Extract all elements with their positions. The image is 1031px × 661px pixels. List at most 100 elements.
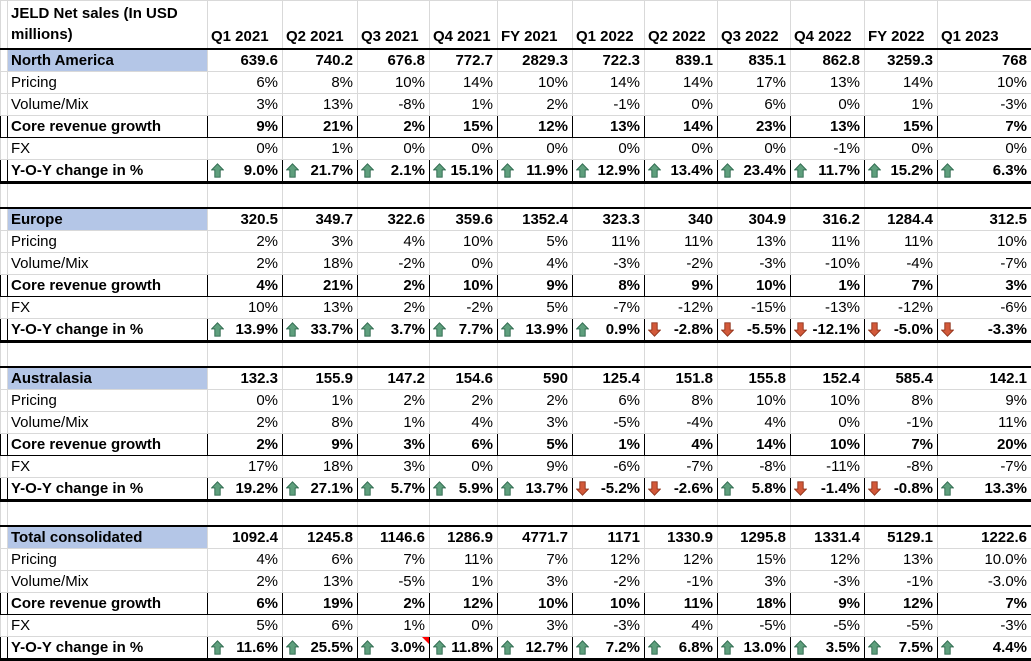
- yoy-value-cell[interactable]: 2.1%: [358, 160, 430, 183]
- yoy-value-cell[interactable]: 13.3%: [938, 478, 1031, 501]
- yoy-value-cell[interactable]: 11.8%: [430, 637, 498, 660]
- value-cell[interactable]: 2%: [208, 412, 283, 434]
- value-cell[interactable]: 7%: [865, 434, 938, 456]
- empty-cell[interactable]: [573, 342, 645, 368]
- value-cell[interactable]: 349.7: [283, 208, 358, 231]
- value-cell[interactable]: 1295.8: [718, 526, 791, 549]
- yoy-value-cell[interactable]: 13.4%: [645, 160, 718, 183]
- column-header-cell[interactable]: Q2 2022: [645, 1, 718, 50]
- value-cell[interactable]: 0%: [430, 456, 498, 478]
- yoy-value-cell[interactable]: 13.9%: [498, 319, 573, 342]
- core-growth-row-label[interactable]: Core revenue growth: [8, 593, 208, 615]
- value-cell[interactable]: -3%: [718, 253, 791, 275]
- value-cell[interactable]: -3%: [573, 253, 645, 275]
- pricing-row-label[interactable]: Pricing: [8, 549, 208, 571]
- yoy-value-cell[interactable]: 13.0%: [718, 637, 791, 660]
- empty-cell[interactable]: [865, 342, 938, 368]
- value-cell[interactable]: 9%: [938, 390, 1031, 412]
- yoy-value-cell[interactable]: 33.7%: [283, 319, 358, 342]
- yoy-value-cell[interactable]: 6.8%: [645, 637, 718, 660]
- value-cell[interactable]: 12%: [498, 116, 573, 138]
- value-cell[interactable]: 11%: [645, 231, 718, 253]
- yoy-value-cell[interactable]: 15.2%: [865, 160, 938, 183]
- yoy-value-cell[interactable]: 11.9%: [498, 160, 573, 183]
- value-cell[interactable]: 10%: [208, 297, 283, 319]
- value-cell[interactable]: 10%: [498, 593, 573, 615]
- value-cell[interactable]: 11%: [645, 593, 718, 615]
- value-cell[interactable]: 3%: [208, 94, 283, 116]
- yoy-value-cell[interactable]: 7.5%: [865, 637, 938, 660]
- value-cell[interactable]: 14%: [430, 72, 498, 94]
- value-cell[interactable]: 0%: [208, 138, 283, 160]
- volume-mix-row-label[interactable]: Volume/Mix: [8, 253, 208, 275]
- section-label[interactable]: Europe: [8, 208, 208, 231]
- value-cell[interactable]: 14%: [573, 72, 645, 94]
- value-cell[interactable]: 4%: [645, 615, 718, 637]
- value-cell[interactable]: 8%: [283, 412, 358, 434]
- value-cell[interactable]: 835.1: [718, 49, 791, 72]
- value-cell[interactable]: 1%: [791, 275, 865, 297]
- value-cell[interactable]: 15%: [865, 116, 938, 138]
- value-cell[interactable]: 13%: [283, 94, 358, 116]
- value-cell[interactable]: 1%: [573, 434, 645, 456]
- value-cell[interactable]: 7%: [865, 275, 938, 297]
- value-cell[interactable]: 3259.3: [865, 49, 938, 72]
- value-cell[interactable]: 2%: [498, 390, 573, 412]
- value-cell[interactable]: 7%: [938, 593, 1031, 615]
- value-cell[interactable]: 1245.8: [283, 526, 358, 549]
- value-cell[interactable]: 1%: [430, 571, 498, 593]
- value-cell[interactable]: 1330.9: [645, 526, 718, 549]
- column-header-cell[interactable]: Q1 2022: [573, 1, 645, 50]
- value-cell[interactable]: -3%: [938, 94, 1031, 116]
- value-cell[interactable]: 0%: [430, 253, 498, 275]
- value-cell[interactable]: 13%: [718, 231, 791, 253]
- value-cell[interactable]: 3%: [498, 412, 573, 434]
- value-cell[interactable]: 740.2: [283, 49, 358, 72]
- empty-cell[interactable]: [938, 342, 1031, 368]
- value-cell[interactable]: -7%: [938, 456, 1031, 478]
- value-cell[interactable]: 4%: [498, 253, 573, 275]
- yoy-value-cell[interactable]: 25.5%: [283, 637, 358, 660]
- value-cell[interactable]: 11%: [791, 231, 865, 253]
- value-cell[interactable]: 11%: [938, 412, 1031, 434]
- value-cell[interactable]: 142.1: [938, 367, 1031, 390]
- value-cell[interactable]: 1%: [430, 94, 498, 116]
- value-cell[interactable]: 17%: [718, 72, 791, 94]
- value-cell[interactable]: 768: [938, 49, 1031, 72]
- value-cell[interactable]: 312.5: [938, 208, 1031, 231]
- value-cell[interactable]: 2%: [208, 231, 283, 253]
- value-cell[interactable]: 1%: [358, 615, 430, 637]
- value-cell[interactable]: 0%: [791, 412, 865, 434]
- empty-cell[interactable]: [8, 501, 208, 527]
- column-header-cell[interactable]: Q1 2021: [208, 1, 283, 50]
- empty-cell[interactable]: [498, 183, 573, 209]
- value-cell[interactable]: 2%: [358, 593, 430, 615]
- value-cell[interactable]: 12%: [865, 593, 938, 615]
- value-cell[interactable]: 585.4: [865, 367, 938, 390]
- value-cell[interactable]: 0%: [208, 390, 283, 412]
- yoy-row-label[interactable]: Y-O-Y change in %: [8, 478, 208, 501]
- value-cell[interactable]: 10%: [358, 72, 430, 94]
- value-cell[interactable]: -3%: [791, 571, 865, 593]
- value-cell[interactable]: -11%: [791, 456, 865, 478]
- empty-cell[interactable]: [283, 501, 358, 527]
- value-cell[interactable]: 11%: [573, 231, 645, 253]
- value-cell[interactable]: 3%: [938, 275, 1031, 297]
- value-cell[interactable]: 13%: [573, 116, 645, 138]
- value-cell[interactable]: 1286.9: [430, 526, 498, 549]
- value-cell[interactable]: 13%: [791, 116, 865, 138]
- yoy-value-cell[interactable]: 13.9%: [208, 319, 283, 342]
- value-cell[interactable]: 13%: [865, 549, 938, 571]
- value-cell[interactable]: 20%: [938, 434, 1031, 456]
- value-cell[interactable]: 6%: [573, 390, 645, 412]
- value-cell[interactable]: 10%: [791, 390, 865, 412]
- value-cell[interactable]: -3%: [573, 615, 645, 637]
- column-header-cell[interactable]: Q4 2022: [791, 1, 865, 50]
- value-cell[interactable]: 0%: [718, 138, 791, 160]
- empty-cell[interactable]: [430, 501, 498, 527]
- value-cell[interactable]: 14%: [718, 434, 791, 456]
- yoy-value-cell[interactable]: 12.7%: [498, 637, 573, 660]
- empty-cell[interactable]: [8, 342, 208, 368]
- yoy-value-cell[interactable]: -2.6%: [645, 478, 718, 501]
- value-cell[interactable]: 23%: [718, 116, 791, 138]
